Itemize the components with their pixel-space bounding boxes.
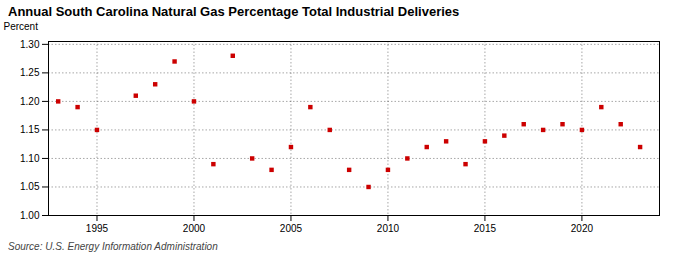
svg-text:2020: 2020 bbox=[571, 223, 594, 234]
svg-text:1.00: 1.00 bbox=[20, 210, 40, 221]
html-text:Source: U.S. Energy Informatio: Source: U.S. Energy Information Administ… bbox=[8, 241, 218, 252]
html-text:Annual South Carolina Natural: Annual South Carolina Natural Gas Percen… bbox=[8, 4, 460, 19]
svg-text:2005: 2005 bbox=[280, 223, 303, 234]
svg-text:2010: 2010 bbox=[377, 223, 400, 234]
svg-text:1.05: 1.05 bbox=[20, 181, 40, 192]
svg-text:1.10: 1.10 bbox=[20, 153, 40, 164]
svg-text:2000: 2000 bbox=[183, 223, 206, 234]
svg-text:1.15: 1.15 bbox=[20, 124, 40, 135]
svg-text:Percent: Percent bbox=[4, 21, 39, 32]
svg-text:2015: 2015 bbox=[474, 223, 497, 234]
svg-text:1.30: 1.30 bbox=[20, 39, 40, 50]
svg-text:1.25: 1.25 bbox=[20, 67, 40, 78]
svg-text:1.20: 1.20 bbox=[20, 96, 40, 107]
svg-text:1995: 1995 bbox=[86, 223, 109, 234]
